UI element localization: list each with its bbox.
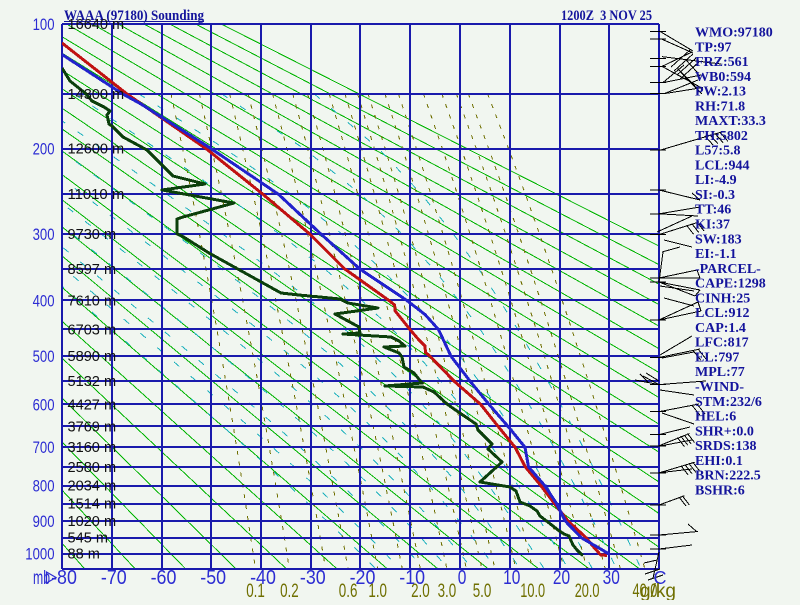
- svg-text:EL:797: EL:797: [695, 350, 739, 365]
- svg-text:600: 600: [33, 395, 55, 414]
- svg-text:3160 m: 3160 m: [68, 440, 117, 456]
- svg-text:7610 m: 7610 m: [68, 294, 117, 310]
- svg-text:0.2: 0.2: [280, 581, 299, 600]
- svg-text:16640 m: 16640 m: [68, 17, 125, 33]
- svg-text:SW:183: SW:183: [695, 232, 742, 247]
- svg-text:LFC:817: LFC:817: [695, 336, 749, 351]
- svg-text:500: 500: [33, 347, 55, 366]
- svg-text:200: 200: [33, 140, 55, 159]
- svg-text:-30: -30: [300, 567, 326, 589]
- svg-text:LCL:944: LCL:944: [695, 158, 749, 173]
- svg-text:EI:-1.1: EI:-1.1: [695, 247, 737, 262]
- svg-text:-WIND-: -WIND-: [695, 380, 744, 395]
- svg-text:545 m: 545 m: [68, 531, 109, 547]
- svg-text:2.0: 2.0: [411, 581, 430, 600]
- svg-text:1020 m: 1020 m: [68, 514, 117, 530]
- svg-text:3769 m: 3769 m: [68, 419, 117, 435]
- svg-text:KI:37: KI:37: [695, 218, 730, 233]
- svg-text:SRDS:138: SRDS:138: [695, 439, 756, 454]
- svg-text:2580 m: 2580 m: [68, 460, 117, 476]
- svg-text:5.0: 5.0: [473, 581, 492, 600]
- svg-text:L57:5.8: L57:5.8: [695, 144, 741, 159]
- svg-text:CINH:25: CINH:25: [695, 291, 750, 306]
- svg-text:300: 300: [33, 225, 55, 244]
- svg-text:12600 m: 12600 m: [68, 142, 125, 158]
- svg-text:LCL:912: LCL:912: [695, 306, 749, 321]
- svg-text:SHR+:0.0: SHR+:0.0: [695, 424, 754, 439]
- svg-text:1200Z 3 NOV 25: 1200Z 3 NOV 25: [561, 8, 652, 24]
- svg-text:0.1: 0.1: [246, 581, 265, 600]
- svg-text:LI:-4.9: LI:-4.9: [695, 173, 737, 188]
- svg-text:WB0:594: WB0:594: [695, 70, 751, 85]
- svg-text:0: 0: [458, 567, 467, 589]
- svg-text:MPL:77: MPL:77: [695, 365, 745, 380]
- svg-text:TT:46: TT:46: [695, 203, 731, 218]
- svg-text:9730 m: 9730 m: [68, 227, 117, 243]
- svg-text:0.6: 0.6: [339, 581, 358, 600]
- svg-text:BRN:222.5: BRN:222.5: [695, 469, 761, 484]
- svg-text:100: 100: [33, 15, 55, 34]
- svg-text:CAP:1.4: CAP:1.4: [695, 321, 746, 336]
- svg-text:5132 m: 5132 m: [68, 374, 117, 390]
- svg-text:mb: mb: [33, 568, 50, 589]
- svg-text:EHI:0.1: EHI:0.1: [695, 454, 743, 469]
- svg-text:SI:-0.3: SI:-0.3: [695, 188, 735, 203]
- svg-text:HEL:6: HEL:6: [695, 410, 736, 425]
- svg-text:14300 m: 14300 m: [68, 87, 125, 103]
- svg-text:1514 m: 1514 m: [68, 497, 117, 513]
- svg-text:-PARCEL-: -PARCEL-: [695, 262, 761, 277]
- svg-text:900: 900: [33, 512, 55, 531]
- svg-text:20: 20: [553, 567, 570, 589]
- svg-text:TH:5802: TH:5802: [695, 129, 748, 144]
- svg-text:1000: 1000: [25, 545, 54, 564]
- svg-text:1.0: 1.0: [368, 581, 387, 600]
- svg-text:700: 700: [33, 438, 55, 457]
- svg-text:3.0: 3.0: [438, 581, 457, 600]
- svg-text:88 m: 88 m: [68, 547, 100, 563]
- svg-text:20.0: 20.0: [575, 581, 600, 600]
- svg-text:g/kg: g/kg: [640, 581, 676, 600]
- svg-text:TP:97: TP:97: [695, 40, 732, 55]
- svg-text:-80: -80: [51, 567, 77, 589]
- svg-text:11010 m: 11010 m: [68, 187, 125, 203]
- svg-text:MAXT:33.3: MAXT:33.3: [695, 114, 766, 129]
- svg-text:6703 m: 6703 m: [68, 322, 117, 338]
- svg-text:2034 m: 2034 m: [68, 479, 117, 495]
- svg-text:FRZ:561: FRZ:561: [695, 55, 749, 70]
- svg-text:PW:2.13: PW:2.13: [695, 85, 746, 100]
- svg-text:RH:71.8: RH:71.8: [695, 99, 745, 114]
- svg-text:8597 m: 8597 m: [68, 262, 117, 278]
- svg-text:CAPE:1298: CAPE:1298: [695, 277, 766, 292]
- svg-text:4427 m: 4427 m: [68, 397, 117, 413]
- svg-text:10.0: 10.0: [520, 581, 545, 600]
- svg-text:400: 400: [33, 292, 55, 311]
- svg-text:-50: -50: [200, 567, 226, 589]
- svg-text:STM:232/6: STM:232/6: [695, 395, 762, 410]
- svg-text:800: 800: [33, 477, 55, 496]
- svg-text:10: 10: [503, 567, 520, 589]
- svg-text:-70: -70: [101, 567, 127, 589]
- svg-text:-60: -60: [151, 567, 177, 589]
- svg-text:BSHR:6: BSHR:6: [695, 483, 745, 498]
- svg-text:5890 m: 5890 m: [68, 349, 117, 365]
- svg-text:30: 30: [603, 567, 620, 589]
- svg-text:WMO:97180: WMO:97180: [695, 26, 773, 41]
